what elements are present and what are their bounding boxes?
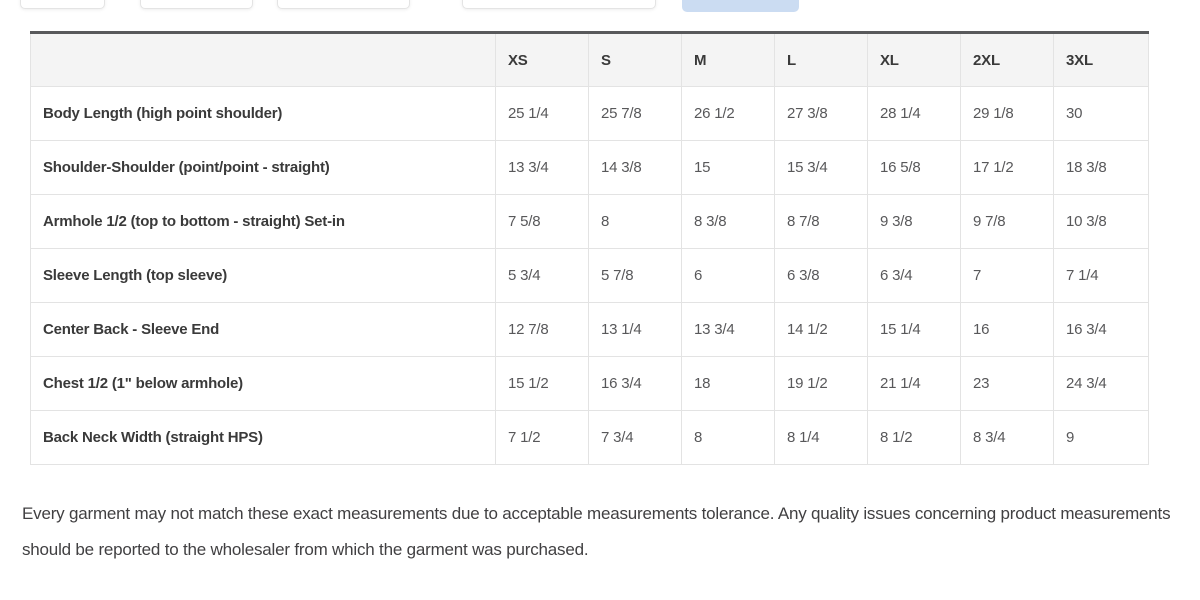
table-row: Back Neck Width (straight HPS) 7 1/2 7 3…: [30, 410, 1149, 465]
measurement-value: 6: [681, 248, 775, 303]
measurement-value: 14 3/8: [588, 140, 682, 195]
table-row: Sleeve Length (top sleeve) 5 3/4 5 7/8 6…: [30, 248, 1149, 303]
measurement-value: 23: [960, 356, 1054, 411]
measurement-value: 14 1/2: [774, 302, 868, 357]
size-chart-table: XS S M L XL 2XL 3XL Body Length (high po…: [30, 31, 1149, 465]
measurement-value: 18 3/8: [1053, 140, 1149, 195]
measurement-value: 21 1/4: [867, 356, 961, 411]
measurement-value: 12 7/8: [495, 302, 589, 357]
tab-1[interactable]: [20, 0, 105, 9]
table-header-row: XS S M L XL 2XL 3XL: [30, 32, 1149, 87]
measurement-label: Body Length (high point shoulder): [30, 86, 496, 141]
measurement-value: 9: [1053, 410, 1149, 465]
measurement-value: 28 1/4: [867, 86, 961, 141]
table-row: Shoulder-Shoulder (point/point - straigh…: [30, 140, 1149, 195]
measurement-value: 9 7/8: [960, 194, 1054, 249]
measurement-value: 19 1/2: [774, 356, 868, 411]
column-header-xl: XL: [867, 32, 961, 87]
measurement-value: 7: [960, 248, 1054, 303]
measurement-value: 16 3/4: [1053, 302, 1149, 357]
table-row: Chest 1/2 (1" below armhole) 15 1/2 16 3…: [30, 356, 1149, 411]
measurement-value: 5 3/4: [495, 248, 589, 303]
column-header-2xl: 2XL: [960, 32, 1054, 87]
measurement-label: Shoulder-Shoulder (point/point - straigh…: [30, 140, 496, 195]
measurement-value: 9 3/8: [867, 194, 961, 249]
measurement-value: 7 5/8: [495, 194, 589, 249]
column-header-3xl: 3XL: [1053, 32, 1149, 87]
measurement-label: Armhole 1/2 (top to bottom - straight) S…: [30, 194, 496, 249]
measurement-tolerance-disclaimer: Every garment may not match these exact …: [22, 504, 1171, 559]
table-row: Armhole 1/2 (top to bottom - straight) S…: [30, 194, 1149, 249]
measurement-value: 5 7/8: [588, 248, 682, 303]
measurement-value: 13 3/4: [495, 140, 589, 195]
measurement-value: 17 1/2: [960, 140, 1054, 195]
measurement-value: 6 3/4: [867, 248, 961, 303]
measurement-value: 8 1/4: [774, 410, 868, 465]
measurement-value: 8 3/8: [681, 194, 775, 249]
measurement-value: 25 7/8: [588, 86, 682, 141]
measurement-value: 15: [681, 140, 775, 195]
measurement-value: 10 3/8: [1053, 194, 1149, 249]
measurement-value: 25 1/4: [495, 86, 589, 141]
measurement-value: 30: [1053, 86, 1149, 141]
measurement-value: 8 3/4: [960, 410, 1054, 465]
measurement-value: 7 1/2: [495, 410, 589, 465]
measurement-label: Back Neck Width (straight HPS): [30, 410, 496, 465]
measurement-value: 26 1/2: [681, 86, 775, 141]
measurement-value: 24 3/4: [1053, 356, 1149, 411]
column-header-l: L: [774, 32, 868, 87]
measurement-value: 16 5/8: [867, 140, 961, 195]
measurement-value: 8 1/2: [867, 410, 961, 465]
column-header-xs: XS: [495, 32, 589, 87]
tab-2[interactable]: [140, 0, 253, 9]
table-row: Center Back - Sleeve End 12 7/8 13 1/4 1…: [30, 302, 1149, 357]
measurement-value: 15 1/2: [495, 356, 589, 411]
measurement-value: 16 3/4: [588, 356, 682, 411]
column-header-s: S: [588, 32, 682, 87]
measurement-value: 15 1/4: [867, 302, 961, 357]
measurement-value: 29 1/8: [960, 86, 1054, 141]
tab-4[interactable]: [462, 0, 656, 9]
measurement-value: 6 3/8: [774, 248, 868, 303]
measurement-value: 8 7/8: [774, 194, 868, 249]
tab-5-active[interactable]: [682, 0, 799, 12]
measurement-label: Center Back - Sleeve End: [30, 302, 496, 357]
measurement-label: Chest 1/2 (1" below armhole): [30, 356, 496, 411]
corner-cell: [30, 32, 496, 87]
size-chart-tab-strip: [0, 0, 1200, 14]
measurement-value: 18: [681, 356, 775, 411]
measurement-value: 7 1/4: [1053, 248, 1149, 303]
measurement-value: 8: [588, 194, 682, 249]
measurement-value: 8: [681, 410, 775, 465]
measurement-value: 27 3/8: [774, 86, 868, 141]
measurement-value: 7 3/4: [588, 410, 682, 465]
measurement-value: 13 1/4: [588, 302, 682, 357]
measurement-value: 16: [960, 302, 1054, 357]
tab-3[interactable]: [277, 0, 410, 9]
measurement-label: Sleeve Length (top sleeve): [30, 248, 496, 303]
measurement-value: 13 3/4: [681, 302, 775, 357]
measurement-value: 15 3/4: [774, 140, 868, 195]
table-row: Body Length (high point shoulder) 25 1/4…: [30, 86, 1149, 141]
column-header-m: M: [681, 32, 775, 87]
